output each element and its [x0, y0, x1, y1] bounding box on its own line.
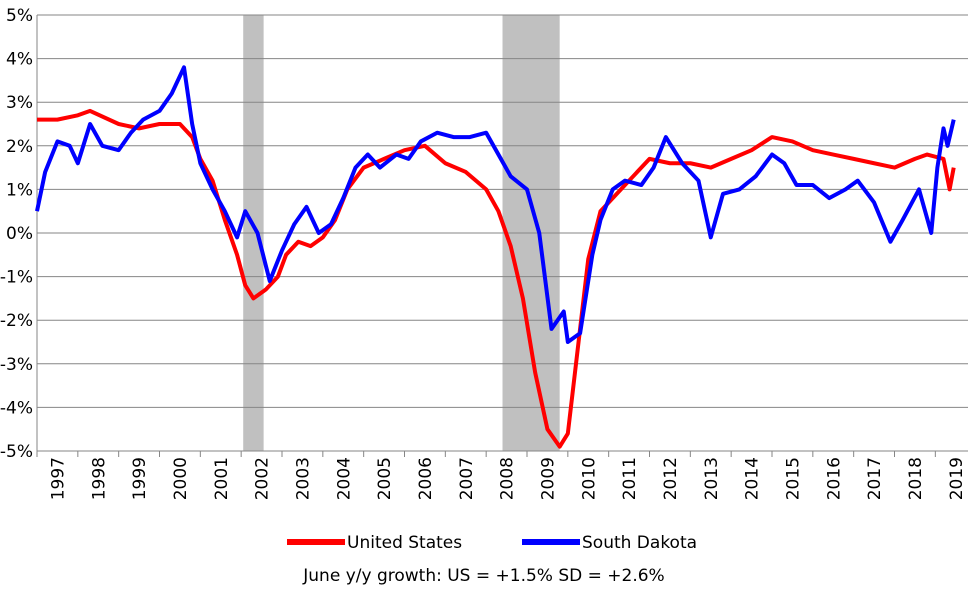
y-tick-label: -2% — [0, 311, 33, 331]
x-tick-label: 2005 — [375, 457, 395, 500]
series-line — [37, 108, 956, 449]
y-tick-label: 4% — [6, 50, 33, 70]
y-tick-label: 2% — [6, 137, 33, 157]
x-tick-label: 2007 — [457, 457, 477, 500]
legend-label: South Dakota — [582, 533, 697, 553]
x-tick-label: 2015 — [783, 457, 803, 500]
series-line — [35, 65, 956, 344]
x-tick-label: 2009 — [538, 457, 558, 500]
x-tick-label: 2006 — [416, 457, 436, 500]
x-tick-label: 2019 — [947, 457, 967, 500]
x-tick-label: 2004 — [334, 457, 354, 500]
x-tick-label: 2012 — [661, 457, 681, 500]
y-tick-label: 5% — [6, 6, 33, 26]
y-tick-label: -5% — [0, 442, 33, 462]
legend-label: United States — [347, 533, 462, 553]
y-tick-label: -4% — [0, 398, 33, 418]
x-tick-label: 2010 — [579, 457, 599, 500]
x-tick-label: 2016 — [824, 457, 844, 500]
x-tick-label: 2001 — [212, 457, 232, 500]
x-tick-label: 1997 — [48, 457, 68, 500]
x-tick-label: 2000 — [171, 457, 191, 500]
x-tick-label: 2002 — [253, 457, 273, 500]
x-tick-label: 1998 — [89, 457, 109, 500]
y-tick-label: -1% — [0, 268, 33, 288]
annotation: June y/y growth: US = +1.5% SD = +2.6% — [302, 566, 664, 586]
x-tick-label: 2018 — [906, 457, 926, 500]
x-tick-label: 2011 — [620, 457, 640, 500]
x-tick-label: 2013 — [702, 457, 722, 500]
x-tick-label: 2017 — [865, 457, 885, 500]
y-tick-label: 0% — [6, 224, 33, 244]
x-tick-label: 2003 — [293, 457, 313, 500]
x-tick-label: 2014 — [743, 457, 763, 500]
y-tick-label: 1% — [6, 180, 33, 200]
x-tick-label: 2008 — [498, 457, 518, 500]
y-tick-label: -3% — [0, 355, 33, 375]
x-tick-label: 1999 — [130, 457, 150, 500]
y-tick-label: 3% — [6, 93, 33, 113]
